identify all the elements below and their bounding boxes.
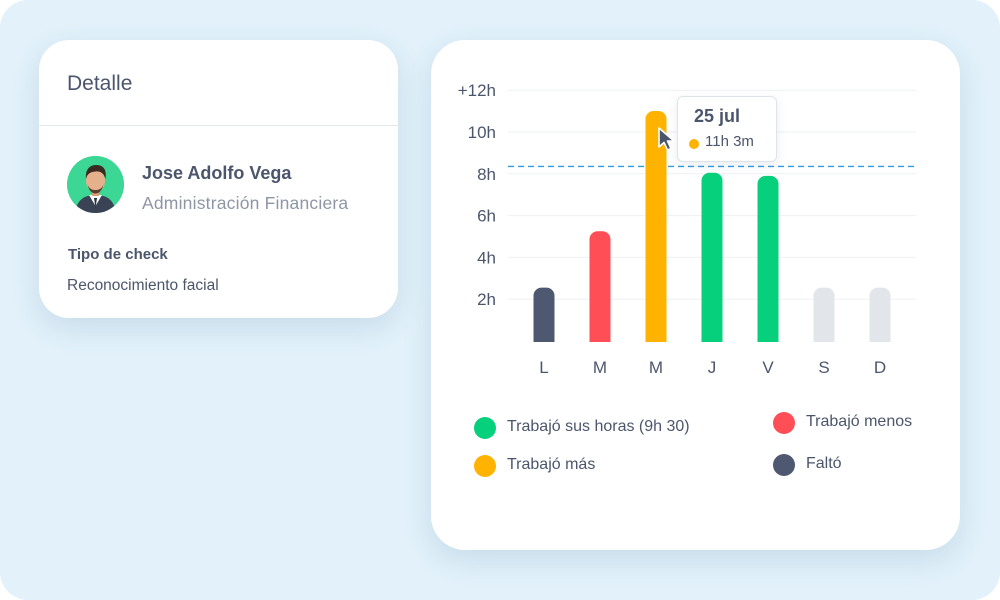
- detail-card: Detalle Jose Adolfo Vega Administración …: [39, 40, 398, 318]
- user-department: Administración Financiera: [142, 193, 349, 213]
- avatar[interactable]: [67, 156, 124, 213]
- user-name: Jose Adolfo Vega: [142, 163, 292, 183]
- bar-1: [589, 231, 611, 342]
- bar-5: [813, 287, 835, 342]
- bar-base-3: [701, 334, 723, 342]
- bar-4: [757, 175, 779, 342]
- tooltip-value: 11h 3m: [705, 133, 754, 150]
- x-tick-label: M: [593, 358, 607, 377]
- y-tick-label: 6h: [477, 207, 496, 226]
- y-tick-label: 10h: [468, 123, 496, 142]
- bar-3: [701, 172, 723, 342]
- detail-title: Detalle: [67, 72, 133, 95]
- chart-card: 2h 4h 6h 8h 10h +12h L M M J V S D 25 jul 11h 3m Tra…: [431, 40, 960, 550]
- check-type-value: Reconocimiento facial: [67, 277, 219, 294]
- bar-base-4: [757, 334, 779, 342]
- y-tick-label: 2h: [477, 290, 496, 309]
- x-tick-label: J: [708, 358, 717, 377]
- divider: [39, 125, 398, 126]
- legend-dot: [474, 417, 496, 439]
- legend-dot: [773, 412, 795, 434]
- x-tick-label: M: [649, 358, 663, 377]
- bar-tooltip: 25 jul 11h 3m: [677, 96, 777, 162]
- x-tick-label: V: [762, 358, 774, 377]
- y-tick-label: +12h: [458, 81, 496, 100]
- y-tick-label: 8h: [477, 165, 496, 184]
- legend-label: Faltó: [806, 455, 842, 472]
- legend-label: Trabajó sus horas (9h 30): [507, 418, 690, 435]
- legend-dot: [474, 455, 496, 477]
- tooltip-dot: [689, 139, 699, 149]
- avatar-portrait-icon: [67, 156, 124, 213]
- tooltip-date: 25 jul: [694, 106, 741, 126]
- bar-2: [645, 111, 667, 343]
- legend-dot: [773, 454, 795, 476]
- y-tick-label: 4h: [477, 248, 496, 267]
- legend-label: Trabajó más: [507, 456, 596, 473]
- check-type-label: Tipo de check: [68, 246, 168, 263]
- bar-base-0: [533, 334, 555, 342]
- x-tick-label: D: [874, 358, 886, 377]
- legend-label: Trabajó menos: [806, 413, 913, 430]
- bar-6: [869, 287, 891, 342]
- x-tick-label: S: [818, 358, 829, 377]
- hours-bar-chart: 2h 4h 6h 8h 10h +12h L M M J V S D: [458, 81, 916, 377]
- mouse-pointer-icon: [658, 127, 675, 151]
- bar-0: [533, 287, 555, 342]
- x-tick-label: L: [539, 358, 548, 377]
- bar-base-2: [645, 334, 667, 342]
- bar-base-6: [869, 334, 891, 342]
- bar-base-1: [589, 334, 611, 342]
- bar-base-5: [813, 334, 835, 342]
